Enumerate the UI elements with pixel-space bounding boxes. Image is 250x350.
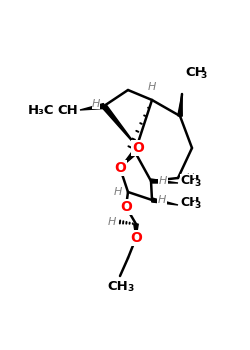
Polygon shape [152, 198, 178, 205]
Text: O: O [132, 141, 144, 155]
Text: H: H [148, 82, 156, 92]
Text: H₃C: H₃C [28, 104, 54, 117]
Text: CH: CH [180, 174, 200, 187]
Text: H: H [186, 173, 194, 183]
Text: H: H [70, 104, 78, 114]
Text: CH: CH [180, 196, 200, 209]
Polygon shape [120, 150, 137, 168]
Polygon shape [80, 104, 104, 110]
Text: 3: 3 [194, 178, 200, 188]
Text: 3: 3 [127, 284, 133, 293]
Text: H: H [108, 217, 116, 227]
Text: CH: CH [185, 65, 206, 78]
Text: O: O [130, 231, 142, 245]
Text: CH: CH [57, 104, 78, 117]
Text: 3: 3 [200, 71, 206, 80]
Text: O: O [120, 200, 132, 214]
Text: H: H [114, 187, 122, 197]
Text: H: H [92, 99, 100, 109]
Polygon shape [178, 94, 182, 116]
Polygon shape [102, 104, 138, 148]
Text: H: H [158, 195, 166, 205]
Text: CH: CH [108, 280, 128, 293]
Text: O: O [114, 161, 126, 175]
Polygon shape [151, 179, 178, 183]
Polygon shape [134, 224, 138, 238]
Text: H: H [159, 176, 168, 186]
Text: 3: 3 [194, 201, 200, 210]
